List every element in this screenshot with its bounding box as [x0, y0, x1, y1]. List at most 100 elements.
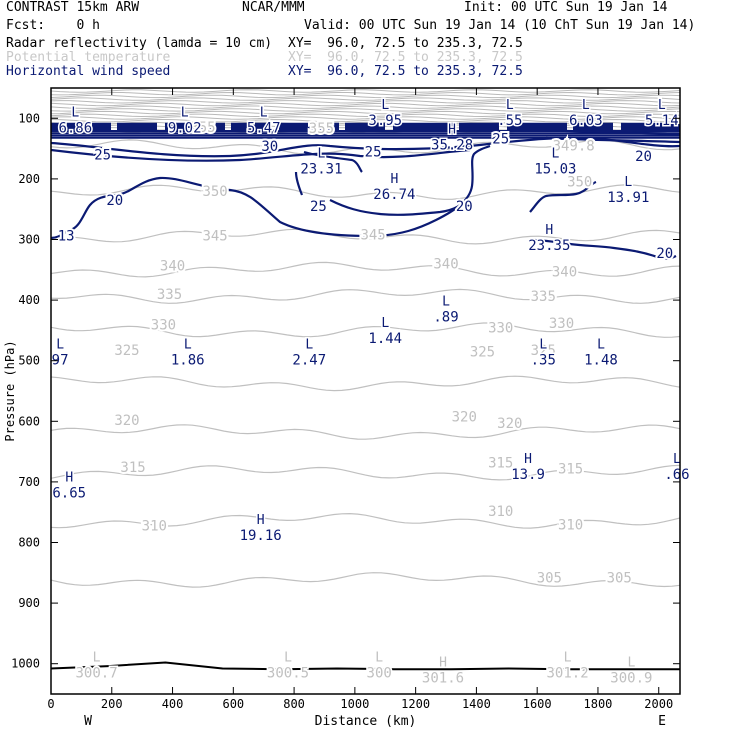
theta-label: 320: [114, 413, 139, 429]
y-axis-label: Pressure (hPa): [3, 340, 17, 441]
theta-label: 305: [607, 571, 632, 587]
theta-contour-line: [51, 424, 680, 440]
extremum-marker: L: [56, 337, 64, 352]
extremum-value: 300.9: [610, 671, 652, 687]
field-theta-name: Potential temperature: [6, 50, 171, 65]
extremum-value: 19.16: [240, 528, 282, 544]
extremum-value: 5.47: [247, 120, 281, 136]
field-reflectivity-name: Radar reflectivity (lamda = 10 cm): [6, 36, 273, 51]
valid-time: Valid: 00 UTC Sun 19 Jan 14 (10 ChT Sun …: [304, 18, 696, 33]
model-title: CONTRAST 15km ARW: [6, 0, 140, 15]
theta-upper-line: [51, 116, 680, 120]
theta-label: 340: [160, 259, 185, 275]
wind-label: 20: [106, 193, 123, 209]
extremum-marker: L: [658, 98, 666, 113]
theta-label: 325: [470, 345, 495, 361]
extremum-value: 97: [52, 352, 69, 368]
theta-label: 345: [360, 228, 385, 244]
wind-label: 30: [261, 139, 278, 155]
terrain-line: [51, 661, 680, 671]
forecast-hour: Fcst: 0 h: [6, 18, 100, 33]
theta-upper-line: [51, 108, 680, 112]
theta-upper-line: [51, 102, 680, 107]
extremum-marker: L: [506, 98, 514, 113]
extremum-marker: L: [71, 105, 79, 120]
theta-label: 350: [567, 174, 592, 190]
extremum-marker: L: [184, 337, 192, 352]
extremum-value: 1.48: [584, 352, 618, 368]
y-tick-label: 200: [18, 172, 40, 186]
init-time: Init: 00 UTC Sun 19 Jan 14: [464, 0, 668, 15]
extremum-value: 300.5: [267, 666, 309, 682]
wind-label: 25: [94, 148, 111, 164]
theta-label: 320: [497, 416, 522, 432]
theta-label: 340: [552, 265, 577, 281]
wind-contour-line: [294, 150, 363, 196]
x-axis-label: Distance (km): [315, 714, 417, 729]
y-tick-label: 400: [18, 293, 40, 307]
theta-contour-line: [51, 512, 680, 529]
extremum-value: 6.65: [52, 486, 86, 502]
theta-upper-line: [51, 97, 680, 101]
extremum-marker: L: [381, 98, 389, 113]
y-tick-label: 700: [18, 475, 40, 489]
theta-upper-line: [51, 113, 680, 118]
extremum-value: 301.6: [422, 671, 464, 687]
theta-label: 325: [531, 343, 556, 359]
y-tick-label: 300: [18, 233, 40, 247]
extremum-marker: L: [93, 651, 101, 666]
extremum-value: 1.86: [171, 352, 205, 368]
wind-label: 25: [492, 131, 509, 147]
extremum-value: .55: [497, 113, 522, 129]
extremum-value: .89: [433, 309, 458, 325]
extremum-marker: L: [381, 316, 389, 331]
theta-label: 355: [190, 120, 215, 136]
x-tick-label: 1000: [340, 697, 369, 711]
theta-upper-line: [51, 118, 680, 123]
wind-contour-line: [533, 238, 677, 260]
wind-label: 20: [656, 246, 673, 262]
x-tick-label: 1200: [401, 697, 430, 711]
theta-contour-line: [51, 228, 680, 245]
y-tick-label: 900: [18, 596, 40, 610]
theta-upper-line: [51, 100, 680, 104]
theta-label: 335: [157, 287, 182, 303]
extremum-value: 1.44: [368, 331, 402, 347]
theta-contour-line: [51, 464, 680, 481]
extremum-value: 13.9: [511, 467, 545, 483]
wind-label: 13: [58, 228, 75, 244]
extremum-value: .66: [664, 467, 689, 483]
x-tick-label: 1800: [584, 697, 613, 711]
theta-label: 310: [488, 504, 513, 520]
extremum-marker: L: [564, 651, 572, 666]
extremum-marker: L: [673, 452, 681, 467]
wind-label: 20: [456, 199, 473, 215]
wind-label: 25: [310, 199, 327, 215]
extremum-marker: H: [257, 513, 265, 528]
extremum-value: 5.14: [645, 113, 679, 129]
extremum-marker: H: [448, 122, 456, 137]
extremum-marker: H: [545, 223, 553, 238]
theta-upper-line: [51, 94, 680, 99]
extremum-marker: L: [181, 105, 189, 120]
extremum-marker: H: [390, 172, 398, 187]
extremum-value: 2.47: [292, 352, 326, 368]
extremum-marker: L: [375, 651, 383, 666]
theta-label: 330: [151, 317, 176, 333]
theta-contour-line: [51, 288, 680, 304]
wind-contour-line: [545, 128, 680, 136]
extremum-marker: L: [318, 147, 326, 162]
y-tick-label: 1000: [11, 657, 40, 671]
y-tick-label: 800: [18, 536, 40, 550]
theta-label: 315: [558, 462, 583, 478]
x-tick-label: 1600: [523, 697, 552, 711]
wind-label: 25: [365, 145, 382, 161]
x-tick-label: 0: [47, 697, 54, 711]
theta-upper-line: [51, 105, 680, 109]
extremum-value: 6.03: [569, 113, 603, 129]
theta-upper-line: [51, 110, 680, 115]
extremum-value: 15.03: [534, 162, 576, 178]
extremum-value: 300: [367, 666, 392, 682]
extremum-value: 3.95: [368, 113, 402, 129]
